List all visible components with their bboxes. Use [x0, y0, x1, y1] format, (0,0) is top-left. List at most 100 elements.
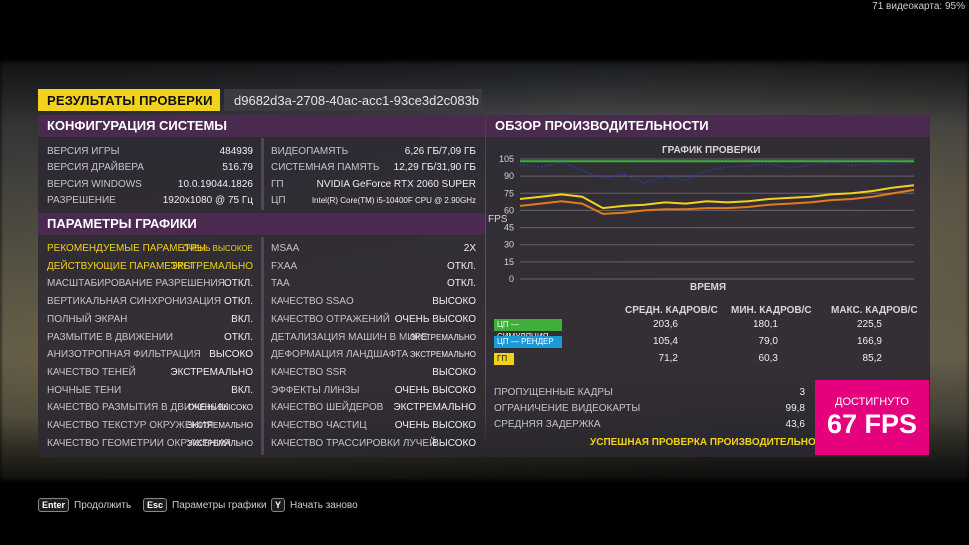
- footer-button[interactable]: Esc Параметры графики: [143, 497, 267, 513]
- setting-value: ВКЛ.: [231, 313, 253, 325]
- setting-row: КАЧЕСТВО ОТРАЖЕНИЙ ОЧЕНЬ ВЫСОКО: [271, 313, 476, 327]
- setting-row: МАСШТАБИРОВАНИЕ РАЗРЕШЕНИЯ ОТКЛ.: [47, 277, 253, 291]
- success-message: УСПЕШНАЯ ПРОВЕРКА ПРОИЗВОДИТЕЛЬНОСТИ: [590, 437, 837, 448]
- setting-row: КАЧЕСТВО ТРАССИРОВКИ ЛУЧЕЙ ВЫСОКО: [271, 437, 476, 451]
- performance-header: ОБЗОР ПРОИЗВОДИТЕЛЬНОСТИ: [486, 115, 930, 137]
- setting-row: ВЕРСИЯ ИГРЫ 484939: [47, 145, 253, 159]
- setting-row: ЭФФЕКТЫ ЛИНЗЫ ОЧЕНЬ ВЫСОКО: [271, 384, 476, 398]
- setting-row: ГП NVIDIA GeForce RTX 2060 SUPER: [271, 178, 476, 192]
- setting-row: FXAA ОТКЛ.: [271, 260, 476, 274]
- setting-row: РАЗРЕШЕНИЕ 1920x1080 @ 75 Гц: [47, 194, 253, 208]
- setting-value: ОТКЛ.: [223, 296, 253, 308]
- setting-row: РЕКОМЕНДУЕМЫЕ ПАРАМЕТРЫ ОЧЕНЬ ВЫСОКОЕ: [47, 242, 253, 256]
- setting-value: ВЫСОКО: [432, 366, 476, 378]
- setting-value: 12,29 ГБ/31,90 ГБ: [393, 162, 476, 174]
- setting-value: ЭКСТРЕМАЛЬНО: [170, 260, 253, 272]
- footer-label: Продолжить: [74, 499, 132, 511]
- setting-value: NVIDIA GeForce RTX 2060 SUPER: [316, 178, 476, 190]
- stats-value: 60,3: [758, 353, 778, 364]
- setting-value: ОЧЕНЬ ВЫСОКО: [394, 420, 476, 431]
- setting-value: ОТКЛ.: [223, 278, 253, 290]
- setting-label: ДЕФОРМАЦИЯ ЛАНДШАФТА: [271, 349, 409, 361]
- setting-value: 6,26 ГБ/7,09 ГБ: [404, 146, 476, 157]
- summary-value: 3: [799, 387, 805, 398]
- setting-value: ВКЛ.: [231, 384, 253, 396]
- setting-row: КАЧЕСТВО SSR ВЫСОКО: [271, 366, 476, 380]
- stats-value: 79,0: [758, 336, 778, 347]
- setting-label: КАЧЕСТВО SSAO: [271, 296, 354, 308]
- summary-label: ОГРАНИЧЕНИЕ ВИДЕОКАРТЫ: [494, 403, 641, 414]
- setting-value: 10.0.19044.1826: [177, 178, 253, 190]
- setting-label: МАСШТАБИРОВАНИЕ РАЗРЕШЕНИЯ: [47, 278, 225, 290]
- setting-value: 484939: [219, 146, 253, 157]
- setting-label: КАЧЕСТВО ТРАССИРОВКИ ЛУЧЕЙ: [271, 437, 437, 449]
- chart-xlabel: ВРЕМЯ: [690, 282, 727, 293]
- system-config-header: КОНФИГУРАЦИЯ СИСТЕМЫ: [38, 115, 485, 137]
- setting-label: КАЧЕСТВО ТЕНЕЙ: [47, 366, 136, 378]
- setting-row: КАЧЕСТВО ГЕОМЕТРИИ ОКРУЖЕНИЯ ЭКСТРЕМАЛЬНО: [47, 437, 253, 451]
- setting-label: КАЧЕСТВО РАЗМЫТИЯ В ДВИЖЕНИИ: [47, 402, 229, 414]
- setting-row: ЦП Intel(R) Core(TM) i5-10400F CPU @ 2.90…: [271, 194, 476, 208]
- setting-label: ЭФФЕКТЫ ЛИНЗЫ: [271, 384, 360, 396]
- setting-label: ДЕЙСТВУЮЩИЕ ПАРАМЕТРЫ: [47, 260, 193, 272]
- setting-row: ДЕЙСТВУЮЩИЕ ПАРАМЕТРЫ ЭКСТРЕМАЛЬНО: [47, 260, 253, 274]
- setting-label: FXAA: [271, 260, 298, 272]
- setting-label: РАЗРЕШЕНИЕ: [47, 194, 116, 206]
- stats-column-header: СРЕДН. КАДРОВ/С: [625, 305, 718, 316]
- setting-value: ЭКСТРЕМАЛЬНО: [186, 421, 253, 430]
- setting-label: ПОЛНЫЙ ЭКРАН: [47, 313, 128, 325]
- stats-value: 203,6: [652, 319, 678, 330]
- key-hint: Esc: [143, 498, 168, 512]
- setting-value: ВЫСОКО: [432, 296, 476, 308]
- setting-value: ЭКСТРЕМАЛЬНО: [409, 332, 476, 342]
- setting-label: TAA: [271, 278, 290, 290]
- setting-label: MSAA: [271, 243, 300, 254]
- achieved-label: ДОСТИГНУТО: [835, 396, 909, 408]
- key-hint: Y: [271, 498, 286, 512]
- setting-label: КАЧЕСТВО ТЕКСТУР ОКРУЖЕНИЯ: [47, 420, 214, 431]
- stats-row-label: ЦП — РЕНДЕР: [494, 336, 562, 348]
- stats-value: 85,2: [862, 353, 882, 364]
- system-divider: [261, 138, 264, 210]
- setting-label: КАЧЕСТВО SSR: [271, 366, 347, 378]
- benchmark-id: d9682d3a-2708-40ac-acc1-93ce3d2c083b: [224, 89, 482, 111]
- summary-value: 43,6: [785, 419, 805, 430]
- summary-label: СРЕДНЯЯ ЗАДЕРЖКА: [494, 419, 601, 430]
- gpu-usage-overlay: 71 видеокарта: 95%: [872, 1, 965, 12]
- graphics-divider: [261, 237, 264, 455]
- setting-value: Intel(R) Core(TM) i5-10400F CPU @ 2.90GH…: [311, 195, 476, 205]
- setting-value: ОТКЛ.: [223, 331, 253, 343]
- stats-value: 166,9: [856, 336, 882, 347]
- setting-label: КАЧЕСТВО ЧАСТИЦ: [271, 420, 367, 431]
- setting-row: КАЧЕСТВО ЧАСТИЦ ОЧЕНЬ ВЫСОКО: [271, 419, 476, 433]
- stats-row-label: ГП: [494, 353, 514, 365]
- summary-value: 99,8: [785, 403, 805, 414]
- setting-label: ВЕРСИЯ ИГРЫ: [47, 146, 120, 157]
- stats-column-header: МИН. КАДРОВ/С: [731, 305, 812, 316]
- setting-value: ОЧЕНЬ ВЫСОКО: [394, 313, 476, 325]
- footer-button[interactable]: Enter Продолжить: [38, 497, 131, 513]
- footer-button[interactable]: Y Начать заново: [271, 497, 358, 513]
- setting-label: РАЗМЫТИЕ В ДВИЖЕНИИ: [47, 331, 174, 343]
- setting-label: АНИЗОТРОПНАЯ ФИЛЬТРАЦИЯ: [47, 349, 201, 361]
- setting-value: ОЧЕНЬ ВЫСОКОЕ: [182, 244, 253, 253]
- setting-row: АНИЗОТРОПНАЯ ФИЛЬТРАЦИЯ ВЫСОКО: [47, 348, 253, 362]
- setting-row: КАЧЕСТВО ТЕНЕЙ ЭКСТРЕМАЛЬНО: [47, 366, 253, 380]
- setting-label: ГП: [271, 178, 284, 190]
- setting-label: КАЧЕСТВО ОТРАЖЕНИЙ: [271, 313, 390, 325]
- achieved-fps-box: ДОСТИГНУТО 67 FPS: [815, 380, 929, 455]
- setting-value: ОЧЕНЬ ВЫСОКО: [188, 403, 253, 413]
- achieved-value: 67 FPS: [826, 409, 918, 439]
- stats-value: 71,2: [658, 353, 678, 364]
- setting-row: TAA ОТКЛ.: [271, 277, 476, 291]
- setting-value: 1920x1080 @ 75 Гц: [162, 194, 253, 206]
- setting-row: ДЕФОРМАЦИЯ ЛАНДШАФТА ЭКСТРЕМАЛЬНО: [271, 348, 476, 362]
- setting-label: РЕКОМЕНДУЕМЫЕ ПАРАМЕТРЫ: [47, 243, 206, 254]
- setting-row: КАЧЕСТВО ШЕЙДЕРОВ ЭКСТРЕМАЛЬНО: [271, 401, 476, 415]
- setting-row: ВЕРСИЯ WINDOWS 10.0.19044.1826: [47, 178, 253, 192]
- setting-row: СИСТЕМНАЯ ПАМЯТЬ 12,29 ГБ/31,90 ГБ: [271, 161, 476, 175]
- stats-value: 180,1: [752, 319, 778, 330]
- setting-row: КАЧЕСТВО ТЕКСТУР ОКРУЖЕНИЯ ЭКСТРЕМАЛЬНО: [47, 419, 253, 433]
- setting-label: ВЕРСИЯ ДРАЙВЕРА: [47, 162, 144, 174]
- graphics-settings-header: ПАРАМЕТРЫ ГРАФИКИ: [38, 213, 485, 235]
